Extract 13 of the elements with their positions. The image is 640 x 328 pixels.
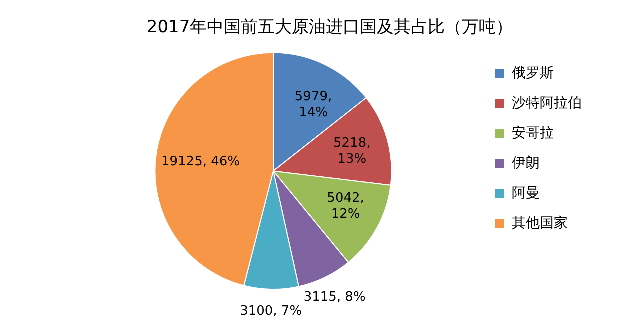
legend-label: 伊朗 (512, 156, 540, 172)
data-label: 3115, 8% (304, 290, 366, 305)
chart-title: 2017年中国前五大原油进口国及其占比（万吨） (146, 18, 514, 38)
data-label: 3100, 7% (240, 304, 302, 319)
data-label: 19125, 46% (161, 154, 240, 170)
data-label: 5042, 12% (327, 190, 364, 222)
legend-label: 其他国家 (512, 216, 568, 232)
data-label: 5218, 13% (334, 136, 371, 167)
legend-label: 阿曼 (512, 186, 540, 202)
legend-label: 沙特阿拉伯 (512, 96, 582, 112)
legend-label: 俄罗斯 (512, 66, 554, 82)
data-label: 5979, 14% (294, 90, 332, 121)
legend-label: 安哥拉 (512, 126, 554, 142)
